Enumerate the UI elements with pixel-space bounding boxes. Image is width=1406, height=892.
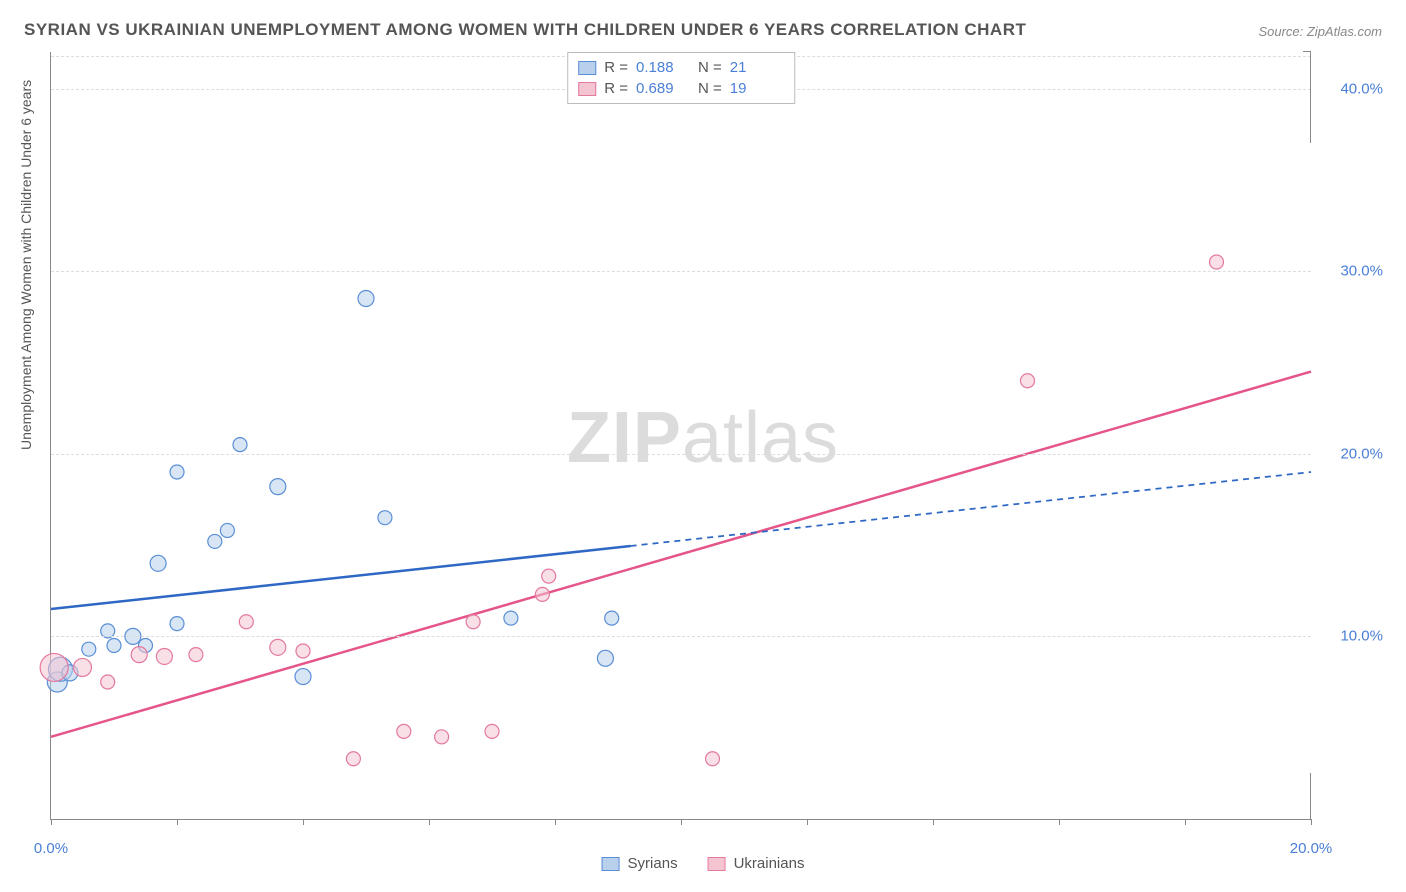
data-point [233, 438, 247, 452]
data-point [82, 642, 96, 656]
data-point [466, 615, 480, 629]
data-point [542, 569, 556, 583]
data-point [535, 587, 549, 601]
legend-r-label: R = [604, 80, 628, 97]
data-point [358, 291, 374, 307]
data-point [40, 653, 68, 681]
data-point [131, 647, 147, 663]
legend-n-label: N = [698, 59, 722, 76]
data-point [101, 675, 115, 689]
data-point [270, 639, 286, 655]
data-point [74, 658, 92, 676]
data-point [170, 617, 184, 631]
x-tick [1185, 819, 1186, 825]
data-point [504, 611, 518, 625]
data-point [296, 644, 310, 658]
x-tick [933, 819, 934, 825]
data-point [208, 534, 222, 548]
correlation-legend: R = 0.188 N = 21 R = 0.689 N = 19 [567, 52, 795, 104]
x-tick-label: 0.0% [34, 840, 68, 857]
data-point [220, 523, 234, 537]
source-attribution: Source: ZipAtlas.com [1258, 24, 1382, 39]
legend-r-value: 0.188 [636, 59, 690, 76]
chart-area: R =0.188N =21R =0.689N =19 10.0%20.0%30.… [50, 52, 1311, 820]
legend-item: Syrians [602, 855, 678, 872]
legend-swatch [708, 857, 726, 871]
legend-n-value: 21 [730, 59, 784, 76]
data-point [295, 669, 311, 685]
y-tick-label: 10.0% [1340, 628, 1383, 645]
legend-row: R = 0.689 N = 19 [578, 78, 784, 99]
legend-item: Ukrainians [708, 855, 805, 872]
data-point [605, 611, 619, 625]
y-axis-label: Unemployment Among Women with Children U… [18, 80, 34, 450]
x-tick [303, 819, 304, 825]
data-point [1021, 374, 1035, 388]
y-tick-label: 20.0% [1340, 445, 1383, 462]
legend-n-value: 19 [730, 80, 784, 97]
y-tick-label: 40.0% [1340, 80, 1383, 97]
axis-line [1310, 52, 1311, 143]
data-point [1210, 255, 1224, 269]
gridline [51, 636, 1311, 637]
x-tick [555, 819, 556, 825]
series-legend: Syrians Ukrainians [602, 855, 805, 872]
legend-row: R = 0.188 N = 21 [578, 57, 784, 78]
legend-swatch [602, 857, 620, 871]
legend-r-label: R = [604, 59, 628, 76]
trend-line [51, 372, 1311, 737]
trend-line-dashed [631, 472, 1311, 546]
data-point [107, 639, 121, 653]
legend-n-label: N = [698, 80, 722, 97]
legend-label: Syrians [628, 855, 678, 872]
data-point [597, 650, 613, 666]
y-tick-label: 30.0% [1340, 263, 1383, 280]
data-point [435, 730, 449, 744]
legend-label: Ukrainians [734, 855, 805, 872]
x-tick [429, 819, 430, 825]
x-tick [681, 819, 682, 825]
scatter-plot [51, 52, 1311, 819]
x-tick-label: 20.0% [1290, 840, 1333, 857]
chart-title: SYRIAN VS UKRAINIAN UNEMPLOYMENT AMONG W… [24, 20, 1026, 40]
x-tick [177, 819, 178, 825]
data-point [378, 511, 392, 525]
data-point [150, 555, 166, 571]
data-point [485, 724, 499, 738]
legend-r-value: 0.689 [636, 80, 690, 97]
data-point [189, 648, 203, 662]
x-tick [807, 819, 808, 825]
legend-swatch [578, 82, 596, 96]
legend-swatch [578, 61, 596, 75]
x-tick [1311, 819, 1312, 825]
data-point [170, 465, 184, 479]
data-point [270, 479, 286, 495]
x-tick [51, 819, 52, 825]
x-tick [1059, 819, 1060, 825]
data-point [346, 752, 360, 766]
gridline [51, 454, 1311, 455]
gridline [51, 271, 1311, 272]
axis-line [1310, 773, 1311, 819]
data-point [397, 724, 411, 738]
data-point [239, 615, 253, 629]
data-point [706, 752, 720, 766]
data-point [156, 648, 172, 664]
